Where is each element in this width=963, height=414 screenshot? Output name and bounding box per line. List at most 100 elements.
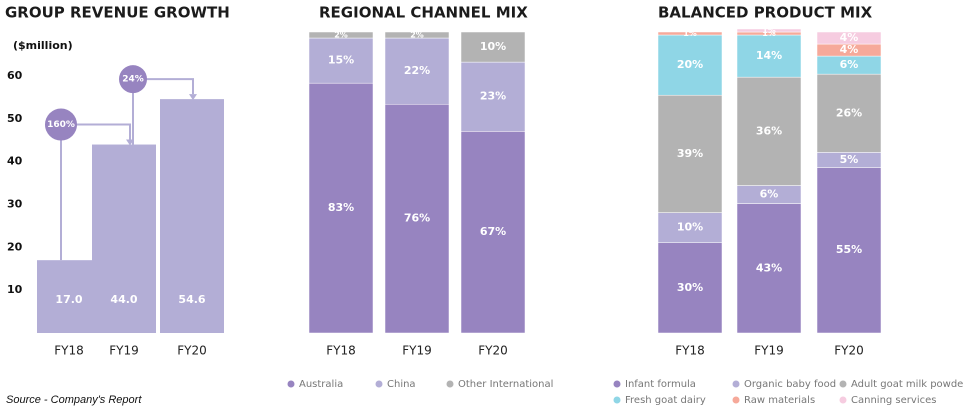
product-mix-legend-label-organic-baby-food: Organic baby food (744, 379, 836, 390)
growth-arrow-icon-1 (189, 94, 197, 101)
product-mix-segment-label-fresh-goat-dairy-fy20: 6% (840, 58, 859, 71)
product-mix-legend-dot-adult-goat-milk-powder (839, 380, 847, 388)
revenue-value-label-fy18: 17.0 (55, 293, 82, 306)
growth-rate-label-0: 160% (47, 120, 75, 130)
regional-mix-segment-label-australia-fy20: 67% (480, 225, 506, 238)
revenue-bar-fy18 (37, 260, 101, 333)
regional-mix-legend-label-australia: Australia (299, 379, 343, 390)
regional-mix-legend-label-other-international: Other International (458, 379, 553, 390)
product-mix-segment-label-infant-formula-fy19: 43% (756, 261, 782, 274)
regional-mix-segment-label-other-international-fy18: 2% (334, 31, 348, 40)
product-mix-segment-label-adult-goat-milk-powder-fy18: 39% (677, 147, 703, 160)
product-mix-segment-infant-formula-fy18 (657, 242, 723, 334)
product-mix-segment-canning-services-fy20 (816, 31, 882, 45)
product-mix-legend-dot-raw-materials (732, 396, 740, 404)
product-mix-chart-title: BALANCED PRODUCT MIX (658, 4, 873, 22)
product-mix-segment-label-raw-materials-fy18: 1% (683, 29, 697, 38)
product-mix-legend-label-canning-services: Canning services (851, 395, 936, 406)
product-mix-segment-label-organic-baby-food-fy18: 10% (677, 221, 703, 234)
regional-mix-chart: REGIONAL CHANNEL MIX 83% 15% 2% FY18 76% 22% 2%… (287, 4, 553, 390)
regional-mix-legend-dot-australia (287, 380, 295, 388)
revenue-x-tick-fy20: FY20 (177, 344, 207, 358)
regional-mix-segment-other-international-fy18 (308, 31, 374, 39)
regional-mix-segment-label-china-fy20: 23% (480, 90, 506, 103)
regional-mix-segment-label-other-international-fy19: 2% (410, 31, 424, 40)
growth-bubble-0 (45, 108, 77, 141)
growth-rate-label-1: 24% (122, 75, 144, 85)
product-mix-segment-label-infant-formula-fy18: 30% (677, 281, 703, 294)
regional-mix-segment-other-international-fy20 (460, 31, 526, 63)
regional-mix-segment-australia-fy20 (460, 131, 526, 334)
product-mix-x-tick-fy19: FY19 (754, 344, 784, 358)
product-mix-legend-label-raw-materials: Raw materials (744, 395, 815, 406)
product-mix-legend-label-fresh-goat-dairy: Fresh goat dairy (625, 395, 706, 406)
product-mix-segment-label-adult-goat-milk-powder-fy20: 26% (836, 106, 862, 119)
revenue-y-tick-20: 20 (7, 240, 23, 253)
product-mix-x-tick-fy20: FY20 (834, 344, 864, 358)
revenue-value-label-fy20: 54.6 (178, 293, 205, 306)
revenue-value-label-fy19: 44.0 (110, 293, 137, 306)
product-mix-segment-label-raw-materials-fy19: 1% (762, 29, 776, 38)
growth-connector-1 (132, 78, 194, 145)
revenue-y-tick-60: 60 (7, 69, 23, 82)
growth-connector-0 (60, 123, 131, 261)
regional-mix-segment-other-international-fy19 (384, 31, 450, 39)
regional-mix-segment-china-fy20 (460, 61, 526, 132)
revenue-y-tick-30: 30 (7, 198, 23, 211)
revenue-y-tick-40: 40 (7, 155, 23, 168)
product-mix-segment-infant-formula-fy19 (736, 203, 802, 334)
product-mix-segment-infant-formula-fy20 (816, 167, 882, 334)
product-mix-x-tick-fy18: FY18 (675, 344, 705, 358)
revenue-bar-fy19 (92, 144, 156, 333)
regional-mix-x-tick-fy18: FY18 (326, 344, 356, 358)
product-mix-segment-label-adult-goat-milk-powder-fy19: 36% (756, 124, 782, 137)
product-mix-segment-label-canning-services-fy19: 1% (762, 26, 776, 35)
regional-mix-segment-label-other-international-fy20: 10% (480, 40, 506, 53)
product-mix-segment-label-infant-formula-fy20: 55% (836, 243, 862, 256)
product-mix-segment-raw-materials-fy18 (657, 31, 723, 36)
product-mix-legend-dot-organic-baby-food (732, 380, 740, 388)
product-mix-segment-canning-services-fy19 (736, 28, 802, 33)
product-mix-segment-label-organic-baby-food-fy19: 6% (760, 188, 779, 201)
revenue-chart-title: GROUP REVENUE GROWTH (5, 4, 230, 22)
regional-mix-segment-china-fy19 (384, 37, 450, 105)
regional-mix-legend-label-china: China (387, 379, 416, 390)
product-mix-segment-fresh-goat-dairy-fy19 (736, 34, 802, 78)
product-mix-segment-label-fresh-goat-dairy-fy18: 20% (677, 58, 703, 71)
regional-mix-segment-label-australia-fy18: 83% (328, 201, 354, 214)
regional-mix-segment-label-china-fy18: 15% (328, 54, 354, 67)
product-mix-segment-organic-baby-food-fy18 (657, 212, 723, 243)
regional-mix-x-tick-fy20: FY20 (478, 344, 508, 358)
revenue-x-tick-fy19: FY19 (109, 344, 139, 358)
revenue-bar-fy20 (160, 99, 224, 333)
source-note: Source - Company's Report (6, 394, 142, 406)
regional-mix-segment-label-china-fy19: 22% (404, 64, 430, 77)
revenue-growth-chart: GROUP REVENUE GROWTH ($million) 10 20 30 40 50… (5, 4, 230, 358)
product-mix-legend-dot-infant-formula (613, 380, 621, 388)
product-mix-segment-label-fresh-goat-dairy-fy19: 14% (756, 49, 782, 62)
product-mix-segment-label-raw-materials-fy20: 4% (840, 43, 859, 56)
product-mix-legend-label-adult-goat-milk-powder: Adult goat milk powder (851, 379, 963, 390)
product-mix-legend-dot-canning-services (839, 396, 847, 404)
product-mix-segment-adult-goat-milk-powder-fy20 (816, 73, 882, 153)
product-mix-chart: BALANCED PRODUCT MIX 30% 10% 39% 20% 1% FY18 43… (613, 4, 963, 406)
regional-mix-legend-dot-china (375, 380, 383, 388)
product-mix-segment-adult-goat-milk-powder-fy19 (736, 76, 802, 186)
product-mix-segment-label-canning-services-fy20: 4% (840, 31, 859, 44)
growth-bubble-1 (119, 65, 147, 94)
product-mix-legend-dot-fresh-goat-dairy (613, 396, 621, 404)
product-mix-legend-label-infant-formula: Infant formula (625, 379, 696, 390)
product-mix-segment-adult-goat-milk-powder-fy18 (657, 94, 723, 213)
revenue-y-tick-50: 50 (7, 112, 23, 125)
product-mix-segment-label-organic-baby-food-fy20: 5% (840, 153, 859, 166)
revenue-y-axis-label: ($million) (13, 39, 73, 52)
regional-mix-segment-australia-fy18 (308, 82, 374, 334)
regional-mix-segment-label-australia-fy19: 76% (404, 212, 430, 225)
regional-mix-legend-dot-other-international (446, 380, 454, 388)
revenue-y-tick-10: 10 (7, 283, 23, 296)
product-mix-segment-fresh-goat-dairy-fy18 (657, 34, 723, 96)
regional-mix-chart-title: REGIONAL CHANNEL MIX (319, 4, 528, 22)
revenue-x-tick-fy18: FY18 (54, 344, 84, 358)
regional-mix-x-tick-fy19: FY19 (402, 344, 432, 358)
